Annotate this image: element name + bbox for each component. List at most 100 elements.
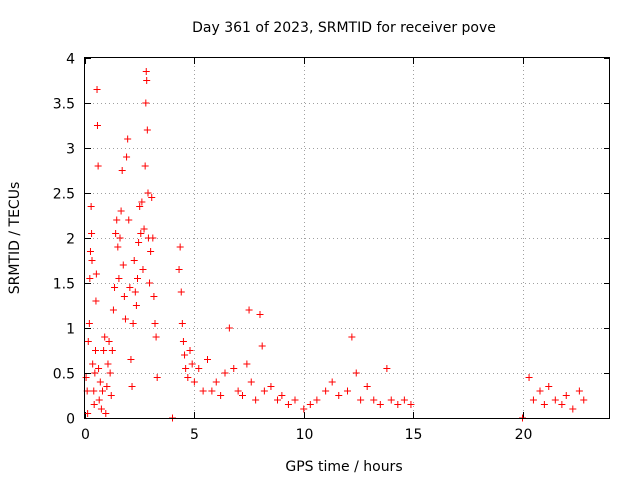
data-point [212,378,220,386]
data-point [91,369,99,377]
data-point [94,162,102,170]
y-axis-title: SRMTID / TECUs [7,182,23,295]
data-point [344,387,351,395]
data-point [95,396,103,404]
data-point [120,293,128,300]
y-tick-label: 0.5 [53,367,75,383]
data-point [387,396,395,404]
y-tick-label: 2.5 [53,187,75,203]
chart-title: Day 361 of 2023, SRMTID for receiver pov… [192,20,496,36]
data-point [92,347,99,354]
data-point [143,77,151,84]
ticks [85,58,610,419]
data-point [394,401,402,408]
data-point [93,122,101,129]
data-point [146,279,154,287]
data-point [540,401,548,408]
data-point [558,401,566,408]
data-point [221,369,229,377]
data-point [86,275,94,282]
data-point [267,383,275,390]
data-point [84,410,92,417]
data-point [90,387,98,395]
data-point [143,126,151,134]
y-tick-label: 4 [66,52,75,68]
data-point [140,225,148,233]
data-point [138,198,146,206]
data-point [569,405,577,413]
data-point [93,86,101,93]
data-point [101,333,109,341]
x-tick-label: 15 [405,427,423,443]
data-point [141,162,149,170]
data-point [376,401,384,408]
data-point [117,207,125,215]
data-point [182,365,190,372]
data-point [104,360,112,368]
data-point [111,284,119,291]
data-point [357,396,365,404]
data-point [313,396,321,404]
data-point [137,230,145,237]
data-point [102,410,110,417]
data-point [188,360,196,368]
x-tick-label: 5 [190,427,199,443]
data-point [348,333,356,341]
data-point [150,293,158,300]
data-point [88,257,96,264]
data-point [184,374,192,381]
data-point [153,374,161,381]
data-point [92,270,100,278]
data-point [128,383,136,390]
data-point [245,306,253,314]
data-point [545,383,553,390]
data-point [352,369,360,377]
data-point [322,387,330,395]
data-point [100,347,108,354]
data-point [199,387,207,395]
data-point [383,365,391,372]
data-point [204,356,211,363]
data-point [256,311,264,318]
data-point [234,387,242,395]
data-point [328,378,336,386]
data-point [525,374,533,381]
data-point [132,302,140,309]
data-point [96,378,104,386]
data-point [103,383,111,390]
data-point [176,243,184,251]
data-point [118,167,126,174]
data-point [131,288,139,296]
y-tick-label: 1 [66,322,75,338]
plot-frame [84,57,610,419]
data-point [274,396,281,404]
data-point [151,320,159,327]
y-tick-label: 1.5 [53,277,75,293]
data-point [142,99,150,107]
data-point [208,387,216,395]
data-point [125,216,133,224]
data-point [230,365,238,372]
data-point [124,135,132,143]
data-point [247,378,255,386]
data-point [112,230,120,237]
data-point [109,306,117,314]
data-point [114,243,122,251]
x-axis-title: GPS time / hours [285,459,402,475]
data-point [225,324,233,332]
data-point [152,333,160,341]
data-point [195,365,203,372]
data-series [82,68,588,422]
data-point [147,248,155,255]
data-point [115,275,123,282]
grid [85,58,610,418]
data-point [108,347,116,354]
data-point [136,203,144,210]
data-point [335,392,343,399]
data-point [113,216,121,224]
data-point [106,369,114,377]
data-point [551,396,559,404]
data-point [107,392,115,399]
data-point [252,396,260,404]
